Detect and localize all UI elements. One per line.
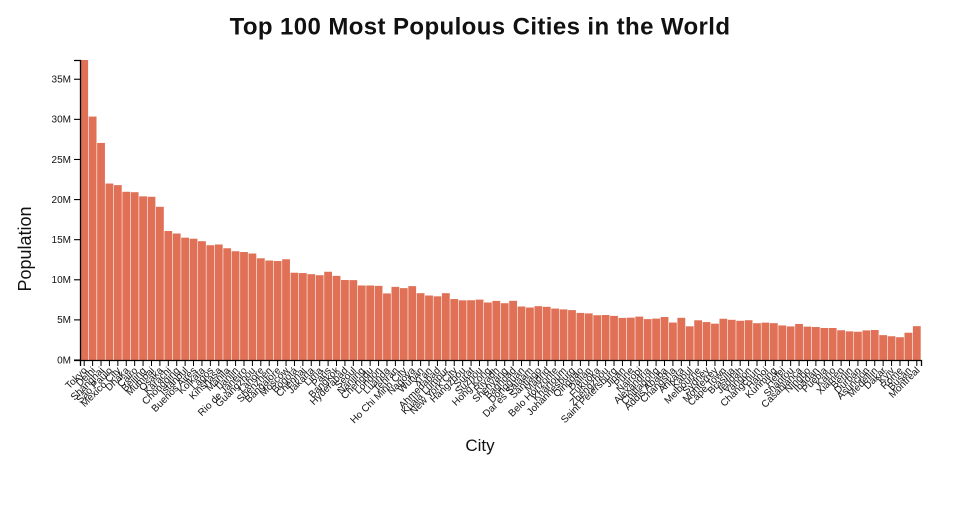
svg-text:15M: 15M xyxy=(52,235,71,246)
svg-text:5M: 5M xyxy=(57,315,71,326)
svg-text:10M: 10M xyxy=(52,275,71,286)
svg-text:Population: Population xyxy=(15,206,35,291)
svg-text:35M: 35M xyxy=(52,75,71,86)
svg-text:20M: 20M xyxy=(52,195,71,206)
svg-text:Top 100 Most Populous Cities i: Top 100 Most Populous Cities in the Worl… xyxy=(230,14,731,41)
svg-text:30M: 30M xyxy=(52,115,71,126)
svg-text:25M: 25M xyxy=(52,155,71,166)
svg-text:City: City xyxy=(465,436,495,455)
svg-text:0M: 0M xyxy=(57,355,71,366)
